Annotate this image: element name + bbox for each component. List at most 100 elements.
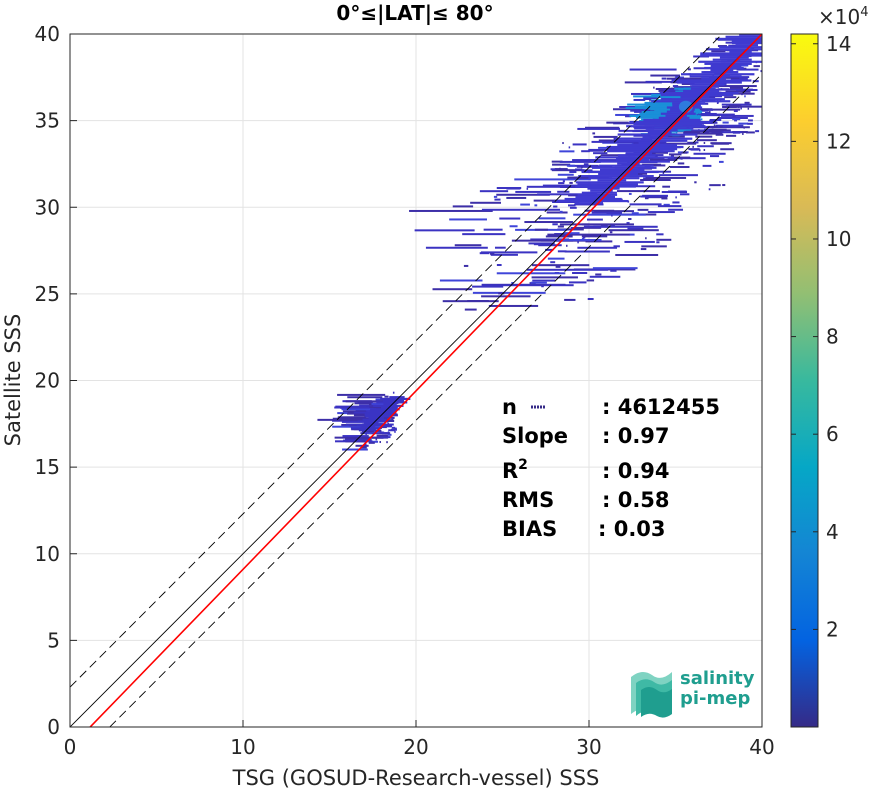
density-cell [681, 73, 755, 76]
density-cell [598, 172, 638, 176]
stat-bias-value: : 0.03 [598, 517, 666, 541]
density-cell [439, 279, 483, 282]
density-cell [704, 62, 752, 65]
density-cell [699, 112, 701, 115]
density-cell [747, 122, 753, 125]
density-cell [572, 143, 587, 146]
density-cell [570, 227, 574, 230]
density-cell [350, 427, 381, 430]
density-cell [591, 160, 670, 163]
density-cell [702, 164, 712, 167]
density-cell [564, 250, 610, 253]
density-cell [649, 158, 665, 161]
chart-title: 0°≤|LAT|≤ 80° [336, 1, 493, 25]
density-cell [582, 236, 586, 239]
density-cell [356, 423, 383, 427]
density-cell [534, 204, 538, 207]
density-cell [719, 56, 749, 59]
density-cell [650, 74, 681, 77]
density-cell [530, 238, 570, 241]
density-cell [710, 155, 720, 158]
density-cell [708, 111, 711, 114]
density-cell [630, 92, 668, 95]
y-tick-label: 25 [35, 282, 60, 306]
density-cell [559, 223, 590, 226]
density-cell [592, 132, 596, 135]
density-cell [642, 135, 669, 138]
density-cell [739, 34, 762, 36]
density-cell [559, 210, 563, 213]
density-cell [610, 269, 617, 272]
density-cell [612, 108, 644, 111]
density-cell [700, 54, 762, 57]
density-cell [332, 425, 382, 428]
density-cell [595, 156, 675, 159]
density-cell [753, 65, 760, 68]
density-cell [569, 181, 573, 184]
density-cell [545, 248, 554, 251]
x-tick-label: 20 [403, 735, 428, 759]
density-cell [382, 416, 395, 419]
density-cell [628, 192, 632, 195]
density-cell [683, 131, 701, 134]
density-cell [506, 196, 527, 199]
density-cell [645, 237, 647, 240]
density-cell [567, 176, 593, 179]
y-tick-label: 15 [35, 455, 60, 479]
density-cell [704, 112, 710, 115]
density-cell [387, 433, 392, 436]
x-tick-label: 40 [749, 735, 774, 759]
density-cell [537, 193, 598, 196]
density-cell [547, 257, 565, 260]
density-cell [493, 195, 498, 198]
density-cell [675, 76, 684, 79]
density-cell [645, 105, 684, 108]
density-cell [685, 126, 709, 129]
density-cell [345, 400, 391, 403]
density-cell [702, 113, 727, 116]
density-cell [575, 181, 644, 184]
colorbar-gradient [790, 33, 819, 728]
density-cell [732, 118, 741, 121]
density-cell [613, 122, 652, 125]
density-cell [389, 396, 405, 399]
density-cell [697, 110, 701, 113]
density-cell [581, 191, 617, 194]
line-identity [70, 34, 762, 727]
density-cell [573, 213, 646, 216]
density-cell [386, 441, 388, 444]
density-cell [564, 232, 580, 235]
y-tick-label: 40 [35, 22, 60, 46]
density-cell [452, 205, 474, 208]
density-cell [533, 243, 554, 246]
density-cell [624, 81, 662, 84]
line-identity-2 [109, 73, 762, 727]
density-cell [697, 145, 714, 148]
density-cell [613, 245, 620, 248]
density-cell [388, 429, 396, 432]
density-cell [593, 225, 658, 228]
density-cell [373, 404, 404, 407]
density-cell [581, 150, 590, 153]
density-cell [719, 46, 762, 49]
density-cell [462, 233, 506, 236]
density-cell [747, 119, 753, 122]
stat-rms-value: : 0.58 [602, 488, 670, 512]
density-cell [633, 123, 703, 126]
density-cell [531, 276, 578, 279]
y-tick-label: 5 [47, 628, 60, 652]
density-cell [384, 395, 389, 398]
density-cell [483, 228, 503, 231]
density-cell [359, 404, 377, 407]
density-cell [555, 265, 561, 268]
density-cell [683, 89, 720, 92]
density-cell [596, 211, 598, 214]
density-cell [379, 431, 385, 434]
density-cell [387, 422, 390, 425]
density-cell [668, 153, 682, 156]
density-cell [740, 107, 742, 110]
density-cell [557, 173, 574, 176]
density-cell [626, 222, 630, 225]
density-cell [354, 402, 373, 405]
density-cell [541, 285, 544, 288]
